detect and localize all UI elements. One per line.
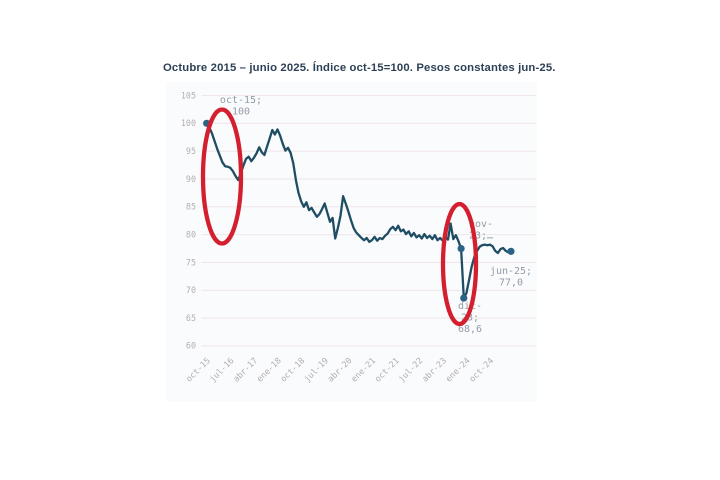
x-axis-label: ene-18 (254, 355, 282, 383)
x-axis-label: ene-21 (349, 355, 377, 383)
point-label-jun-25: 77,0 (499, 278, 523, 289)
y-axis-label: 90 (186, 174, 196, 184)
y-axis-label: 75 (186, 257, 196, 267)
x-axis-label: oct-15 (184, 355, 212, 383)
x-axis-label: jul-16 (207, 355, 235, 383)
point-label-dic-23: 68,6 (458, 324, 482, 335)
point-label-oct-15: 100 (232, 107, 250, 118)
y-axis-label: 105 (181, 90, 196, 100)
data-point-dic-23 (460, 294, 468, 302)
point-label-oct-15: oct-15; (220, 95, 262, 106)
y-axis-label: 85 (186, 202, 196, 212)
point-label-nov-23: nov- (469, 219, 493, 230)
x-axis-label: abr-17 (231, 355, 259, 383)
chart-title: Octubre 2015 – junio 2025. Índice oct-15… (163, 62, 556, 74)
y-axis-label: 60 (186, 341, 196, 351)
x-axis-label: ene-24 (443, 355, 471, 383)
red-highlight-ellipse-drop-2016 (200, 107, 244, 246)
point-label-dic-23: 23; (461, 313, 479, 324)
x-axis-label: jul-22 (396, 355, 424, 383)
y-axis-label: 65 (186, 313, 196, 323)
point-label-nov-23: 23;… (469, 231, 493, 242)
x-axis-label: abr-20 (325, 355, 353, 383)
data-point-nov-23 (457, 244, 465, 253)
data-point-jun-25 (507, 247, 515, 255)
y-axis-label: 100 (181, 118, 196, 128)
red-highlight-ellipse-drop-2023 (440, 201, 479, 327)
x-axis-label: oct-21 (372, 355, 400, 383)
y-axis-label: 70 (186, 285, 196, 295)
point-label-jun-25: jun-25; (490, 266, 532, 277)
x-axis-label: abr-23 (420, 355, 448, 383)
y-axis-label: 80 (186, 229, 196, 239)
x-axis-label: oct-18 (278, 355, 306, 383)
x-axis-label: oct-24 (467, 355, 495, 383)
x-axis-label: jul-19 (302, 355, 330, 383)
y-axis-label: 95 (186, 146, 196, 156)
